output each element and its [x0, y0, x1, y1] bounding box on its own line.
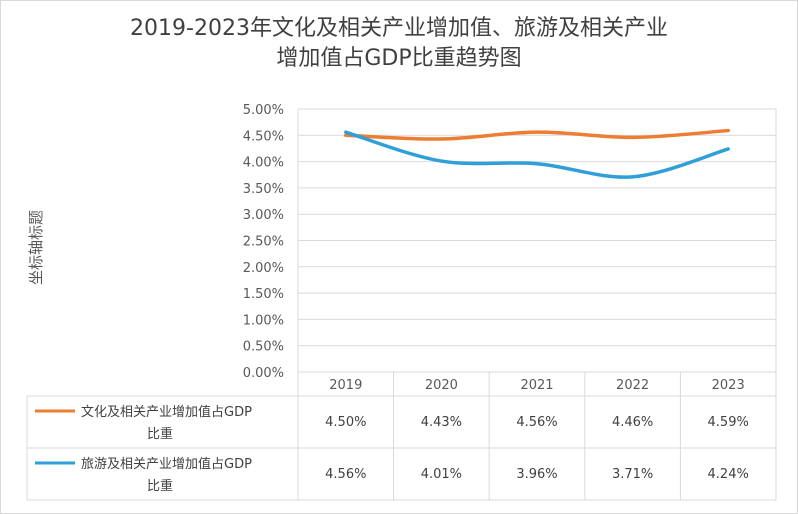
x-category-label: 2023	[712, 378, 745, 393]
chart-title: 2019-2023年文化及相关产业增加值、旅游及相关产业 增加值占GDP比重趋势…	[0, 14, 798, 74]
y-tick-label: 1.50%	[243, 287, 284, 302]
x-category-label: 2021	[520, 378, 553, 393]
data-value-cell: 4.24%	[708, 467, 749, 482]
data-value-cell: 4.56%	[325, 467, 366, 482]
legend-label-cont: 比重	[147, 478, 173, 494]
data-table: 2019 2020 2021 2022 2023 文化及相关产业增加值占GDP 比重 4.50…	[26, 109, 777, 501]
x-category-label: 2020	[425, 378, 458, 393]
data-value-cell: 4.43%	[421, 415, 462, 430]
series-line	[344, 128, 730, 141]
y-tick-label: 5.00%	[243, 103, 284, 118]
legend-label-cont: 比重	[147, 426, 173, 442]
data-value-cell: 4.59%	[708, 415, 749, 430]
x-category-label: 2019	[329, 378, 362, 393]
data-value-cell: 4.01%	[421, 467, 462, 482]
legend-label: 文化及相关产业增加值占GDP	[81, 404, 252, 420]
y-tick-label: 0.00%	[243, 366, 284, 381]
x-category-label: 2022	[616, 378, 649, 393]
y-tick-label: 0.50%	[243, 340, 284, 355]
chart-title-line1: 2019-2023年文化及相关产业增加值、旅游及相关产业	[130, 16, 668, 41]
y-tick-labels: 0.00% 0.50% 1.00% 1.50% 2.00% 2.50% 3.00% 3.50%…	[243, 103, 284, 381]
data-value-cell: 4.46%	[612, 415, 653, 430]
series-line	[344, 130, 730, 179]
data-value-cell: 3.96%	[516, 467, 557, 482]
legend-label: 旅游及相关产业增加值占GDP	[81, 456, 252, 472]
data-value-cell: 4.50%	[325, 415, 366, 430]
series-lines	[344, 128, 730, 179]
gridlines	[298, 108, 776, 373]
y-tick-label: 2.50%	[243, 235, 284, 250]
data-value-cell: 4.56%	[516, 415, 557, 430]
y-tick-label: 3.50%	[243, 182, 284, 197]
y-tick-label: 3.00%	[243, 208, 284, 223]
data-value-cell: 3.71%	[612, 467, 653, 482]
y-tick-label: 1.00%	[243, 313, 284, 328]
y-tick-label: 4.50%	[243, 129, 284, 144]
y-tick-label: 2.00%	[243, 261, 284, 276]
y-tick-label: 4.00%	[243, 156, 284, 171]
chart-title-line2: 增加值占GDP比重趋势图	[276, 46, 522, 71]
